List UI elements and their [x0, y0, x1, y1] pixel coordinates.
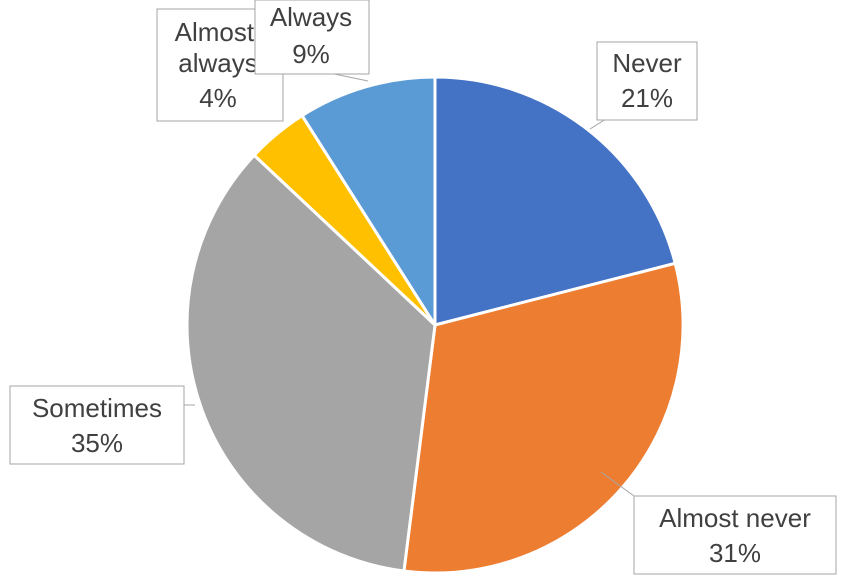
label-never-name: Never: [612, 48, 682, 78]
label-almost-always-line1: Almost: [175, 17, 255, 47]
pie-slice-almost-never: [402, 261, 685, 575]
label-sometimes-name: Sometimes: [32, 393, 162, 423]
label-almost-always-percent: 4%: [199, 83, 237, 113]
pie-data-labels: Never 21% Almost never 31% Sometimes 35%…: [9, 0, 837, 575]
label-almost-never-name: Almost never: [659, 503, 811, 533]
label-always-percent: 9%: [292, 39, 330, 69]
label-box-never: [596, 41, 698, 121]
label-box-almost-never: [633, 495, 837, 575]
data-label-almost-never: Almost never 31%: [600, 471, 837, 575]
label-sometimes-percent: 35%: [71, 428, 123, 458]
label-almost-always-line2: always: [178, 48, 257, 78]
label-almost-never-percent: 31%: [709, 538, 761, 568]
label-box-always: [254, 0, 370, 75]
label-almost-always-name: Almost always: [175, 17, 262, 78]
label-always-name: Always: [270, 2, 352, 32]
data-label-never: Never 21%: [589, 41, 698, 130]
pie-slices: [185, 75, 685, 575]
label-never-percent: 21%: [621, 83, 673, 113]
pie-slice-sometimes: [185, 153, 437, 573]
pie-slice-never: [433, 75, 677, 327]
label-box-sometimes: [9, 385, 185, 465]
data-label-always: Always 9%: [254, 0, 370, 82]
data-label-sometimes: Sometimes 35%: [9, 385, 195, 465]
pie-slice-always: [300, 75, 437, 327]
